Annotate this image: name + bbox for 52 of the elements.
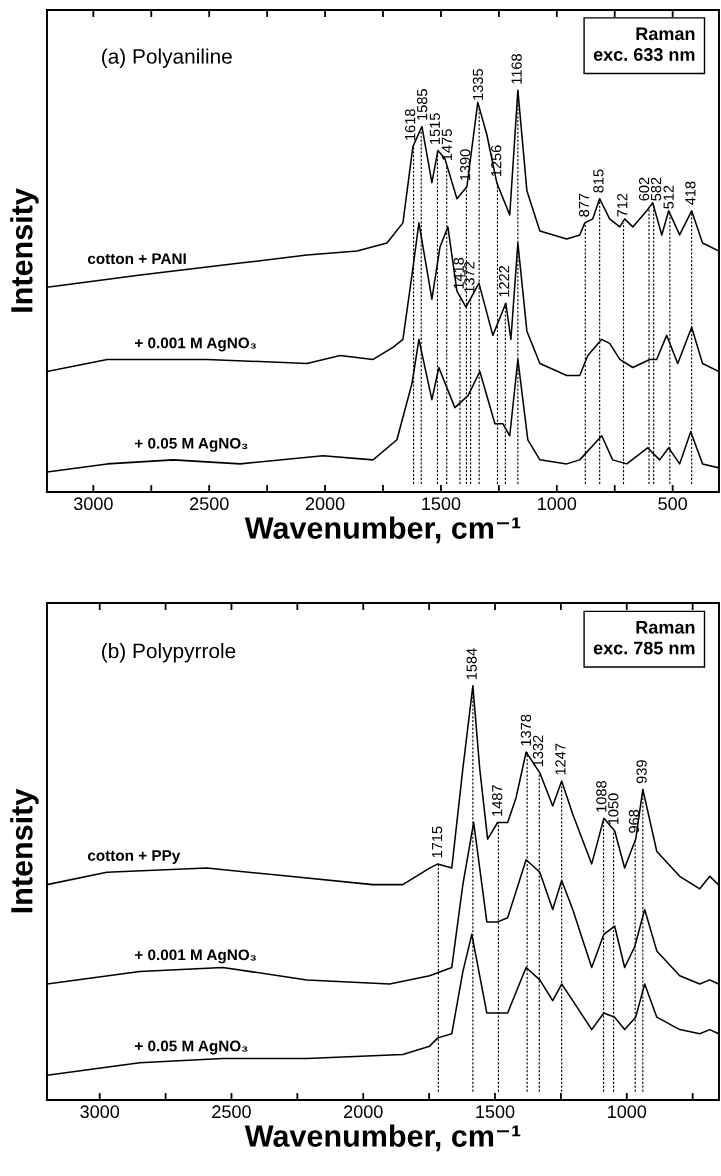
series-label: cotton + PPy (87, 850, 181, 864)
x-axis-title: Wavenumber, cm⁻¹ (244, 516, 521, 544)
annotation: 1168 (511, 54, 522, 84)
annotation: 968 (628, 809, 640, 833)
x-tick-label: 500 (658, 497, 688, 511)
series-label: + 0.05 M AgNO₃ (135, 437, 248, 452)
annotation: 1378 (520, 714, 532, 746)
series-label: cotton + PANI (87, 253, 186, 265)
annotation: 1418 (453, 257, 464, 289)
annotation: 602 (638, 177, 650, 201)
chart-title: (a) Polyaniline (102, 48, 232, 68)
x-tick-label: 2500 (190, 497, 229, 511)
x-tick-label: 1000 (538, 497, 577, 511)
annotation: 1222 (498, 265, 510, 297)
annotation: 939 (636, 760, 647, 784)
x-tick-label: 1000 (608, 1105, 647, 1119)
x-tick-label: 2000 (344, 1105, 383, 1119)
x-tick-label: 1500 (476, 1105, 515, 1119)
annotation: 1475 (441, 129, 452, 160)
series-label: + 0.05 M AgNO₃ (135, 1040, 248, 1055)
y-axis-title: Intensity (10, 188, 39, 312)
x-axis-title: Wavenumber, cm⁻¹ (244, 1124, 521, 1152)
annotation: 1390 (460, 149, 471, 181)
text: Raman exc. 785 nm (593, 621, 695, 655)
annotation: 512 (663, 185, 674, 209)
x-tick-label: 3000 (80, 1105, 120, 1119)
text: Raman exc. 633 nm (593, 27, 695, 61)
annotation: 1050 (608, 793, 619, 825)
annotation: 877 (578, 193, 590, 217)
series-label: + 0.001 M AgNO₃ (135, 949, 256, 964)
annotation: 1332 (532, 735, 544, 767)
annotation: 1372 (464, 261, 475, 293)
annotation: 1335 (472, 69, 484, 100)
annotation: 1618 (405, 109, 416, 140)
annotation: 1247 (555, 743, 566, 775)
annotation: 1487 (492, 785, 503, 816)
x-tick-label: 2000 (305, 497, 345, 511)
annotation: 418 (685, 181, 696, 205)
annotation: 582 (650, 177, 662, 201)
annotation: 1584 (466, 648, 477, 680)
y-axis-title: Intensity (10, 788, 39, 913)
chart-title: (b) Polypyrrole (102, 642, 236, 663)
annotation: 1585 (417, 89, 428, 120)
x-tick-label: 2500 (212, 1105, 251, 1119)
annotation: 1088 (596, 781, 607, 812)
annotation: 712 (617, 193, 628, 217)
annotation: 815 (593, 169, 604, 193)
annotation: 1715 (432, 826, 443, 858)
x-tick-label: 1500 (422, 497, 461, 511)
annotation: 1515 (429, 113, 440, 144)
series-label: + 0.001 M AgNO₃ (135, 337, 256, 352)
x-tick-label: 3000 (73, 497, 113, 511)
